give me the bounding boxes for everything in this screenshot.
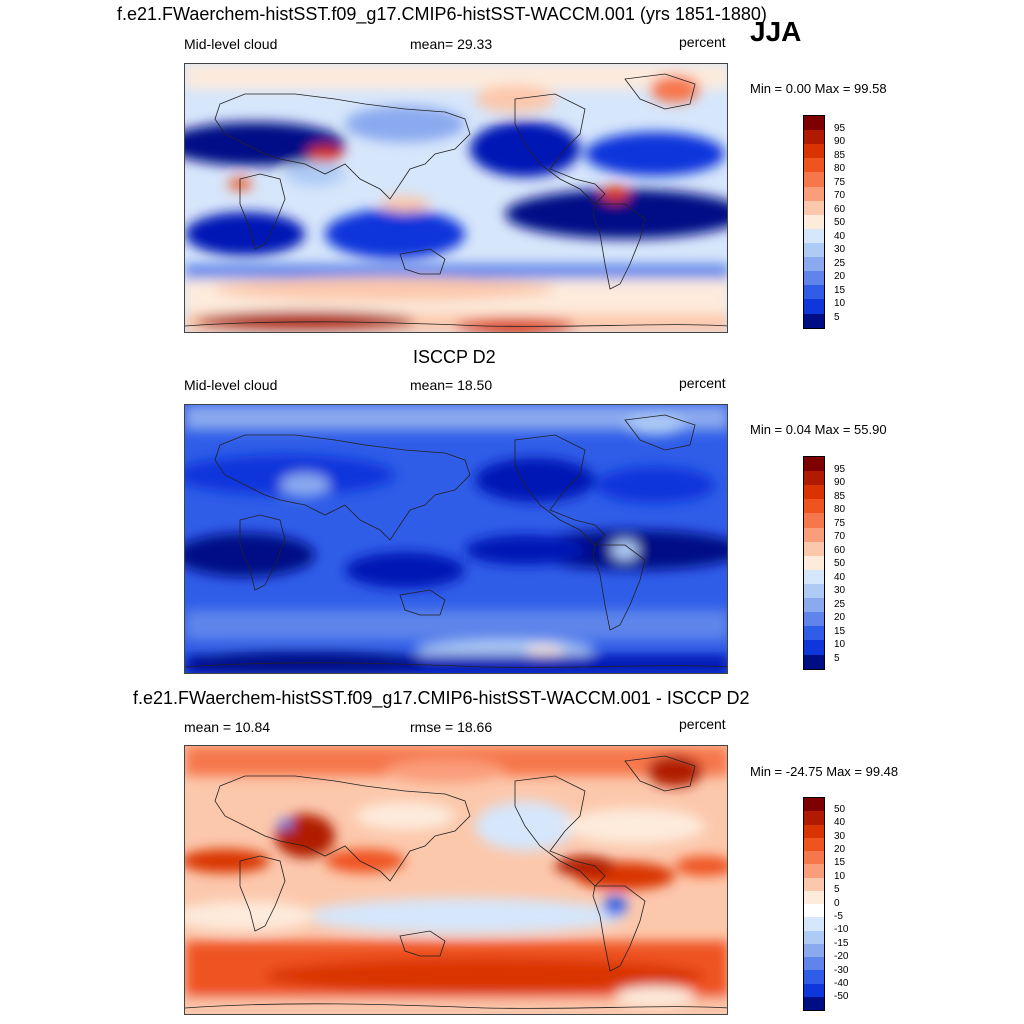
panel-2-map	[184, 404, 728, 674]
colorbar-tick: 70	[834, 190, 846, 201]
colorbar-tick: -20	[834, 951, 849, 962]
colorbar-tick: 15	[834, 857, 846, 868]
colorbar-tick: 10	[834, 871, 846, 882]
colorbar-tick: 90	[834, 136, 846, 147]
colorbar-tick: 40	[834, 817, 846, 828]
colorbar-tick: 20	[834, 612, 846, 623]
colorbar-tick: 15	[834, 626, 846, 637]
panel-1-minmax: Min = 0.00 Max = 99.58	[750, 81, 887, 96]
colorbar-tick: -5	[834, 911, 843, 922]
colorbar-tick: 85	[834, 150, 846, 161]
panel-1-units-label: percent	[679, 34, 726, 50]
colorbar-tick: 30	[834, 585, 846, 596]
colorbar-tick: 25	[834, 599, 846, 610]
colorbar-tick: 40	[834, 231, 846, 242]
panel-2-minmax: Min = 0.04 Max = 55.90	[750, 422, 887, 437]
colorbar-tick: 25	[834, 258, 846, 269]
panel-1-colorbar	[803, 115, 825, 329]
colorbar-tick: 30	[834, 244, 846, 255]
colorbar-tick: 15	[834, 285, 846, 296]
colorbar-tick: 50	[834, 558, 846, 569]
colorbar-tick: 5	[834, 312, 840, 323]
panel-2-units-label: percent	[679, 375, 726, 391]
colorbar-tick: -50	[834, 991, 849, 1002]
colorbar-tick: -15	[834, 938, 849, 949]
colorbar-tick: 95	[834, 464, 846, 475]
colorbar-tick: -30	[834, 965, 849, 976]
panel-3-title: f.e21.FWaerchem-histSST.f09_g17.CMIP6-hi…	[133, 688, 750, 708]
colorbar-tick: 5	[834, 653, 840, 664]
colorbar-tick: 75	[834, 177, 846, 188]
panel-1-title: f.e21.FWaerchem-histSST.f09_g17.CMIP6-hi…	[117, 4, 767, 24]
panel-2-mean-label: mean= 18.50	[410, 377, 493, 393]
panel-3-units-label: percent	[679, 716, 726, 732]
panel-1-mean-label: mean= 29.33	[410, 36, 493, 52]
colorbar-tick: -40	[834, 978, 849, 989]
panel-3-map	[184, 745, 728, 1015]
season-label: JJA	[750, 16, 802, 47]
colorbar-tick: 85	[834, 491, 846, 502]
colorbar-tick: 90	[834, 477, 846, 488]
colorbar-tick: 80	[834, 163, 846, 174]
colorbar-tick: 75	[834, 518, 846, 529]
colorbar-tick: 60	[834, 545, 846, 556]
colorbar-tick: 0	[834, 898, 840, 909]
panel-2-title: ISCCP D2	[413, 347, 496, 367]
panel-2-colorbar	[803, 456, 825, 670]
colorbar-tick: 50	[834, 217, 846, 228]
panel-3-rmse-label: rmse = 18.66	[410, 719, 493, 735]
panel-3-colorbar	[803, 797, 825, 1011]
colorbar-tick: 5	[834, 884, 840, 895]
colorbar-tick: 70	[834, 531, 846, 542]
panel-2-variable-label: Mid-level cloud	[184, 377, 278, 393]
panel-1-map	[184, 63, 728, 333]
colorbar-tick: 80	[834, 504, 846, 515]
colorbar-tick: 30	[834, 831, 846, 842]
colorbar-tick: 60	[834, 204, 846, 215]
panel-3-mean-label: mean = 10.84	[184, 719, 271, 735]
colorbar-tick: 50	[834, 804, 846, 815]
colorbar-tick: 40	[834, 572, 846, 583]
colorbar-tick: 95	[834, 123, 846, 134]
panel-3-minmax: Min = -24.75 Max = 99.48	[750, 764, 899, 779]
colorbar-tick: 10	[834, 639, 846, 650]
panel-1-variable-label: Mid-level cloud	[184, 36, 278, 52]
colorbar-tick: -10	[834, 924, 849, 935]
colorbar-tick: 20	[834, 844, 846, 855]
colorbar-tick: 20	[834, 271, 846, 282]
colorbar-tick: 10	[834, 298, 846, 309]
